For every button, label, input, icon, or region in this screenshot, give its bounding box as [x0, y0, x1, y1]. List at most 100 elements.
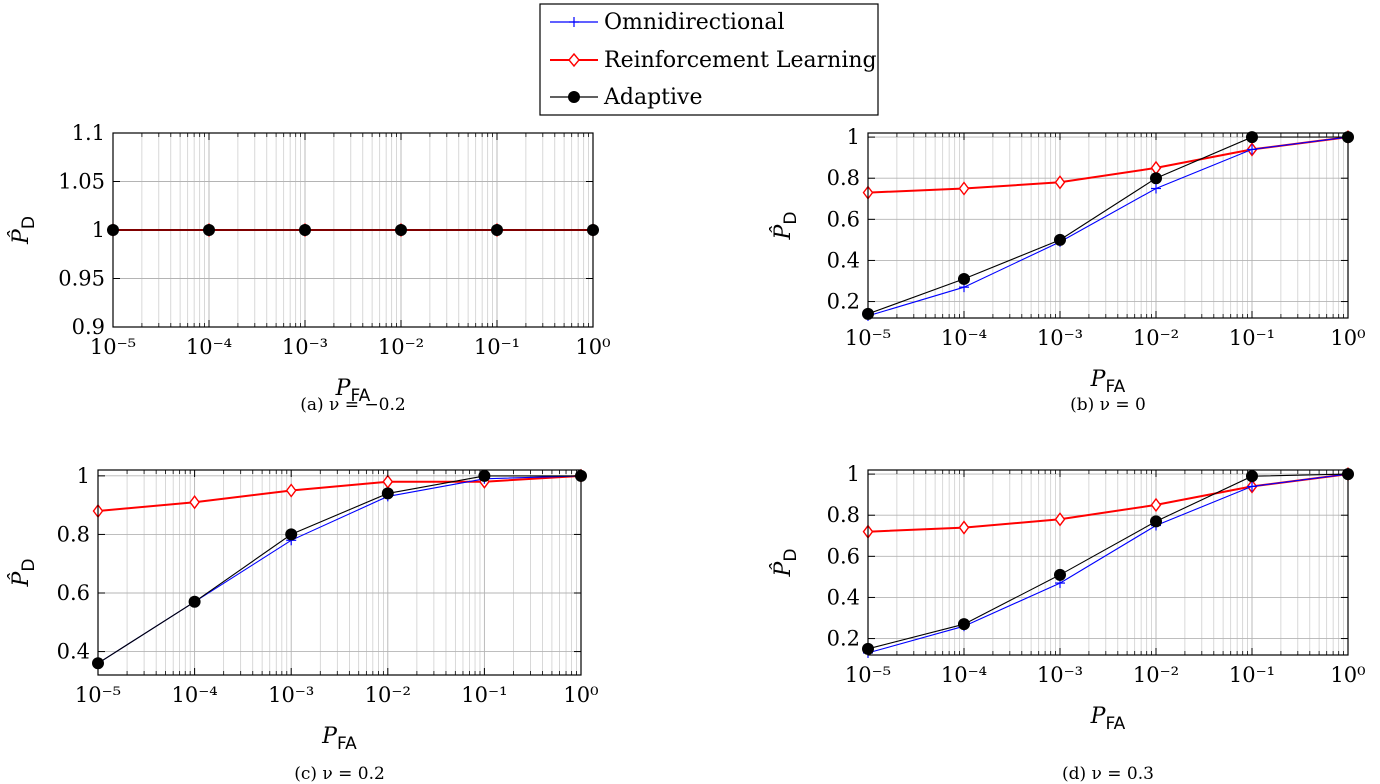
subplot-d: 10⁻⁵ 10⁻⁴ 10⁻³ 10⁻² 10⁻¹ 10⁰0.20.40.60.81PFAP…	[770, 462, 1366, 784]
legend-entry-adaptive: Adaptive	[550, 85, 703, 110]
series-line	[867, 473, 1349, 650]
x-tick-label: 10⁻¹	[474, 335, 520, 359]
x-axis-label-subscript: FA	[337, 734, 357, 754]
axes-frame	[867, 469, 1349, 656]
x-axis-label-main: P	[335, 376, 352, 401]
y-tick-label: 0.95	[58, 267, 105, 291]
x-axis-label-subscript: FA	[1105, 714, 1125, 734]
y-axis-label-main: P̂	[770, 560, 796, 577]
y-tick-label: 0.8	[827, 166, 860, 190]
y-tick-label: 1	[77, 464, 90, 488]
data-point-diamond	[382, 474, 394, 489]
subplot-caption: (d) ν = 0.3	[1062, 764, 1154, 784]
data-point-circle	[958, 272, 970, 285]
x-tick-label: 10⁻³	[268, 683, 314, 707]
y-axis-label-main: P̂	[8, 570, 34, 587]
data-point-circle	[1054, 568, 1066, 581]
legend-entry-reinforcement-learning: Reinforcement Learning	[550, 48, 877, 73]
legend-marker-plus	[569, 17, 579, 27]
x-tick-label: 10⁻⁴	[941, 663, 987, 687]
data-point-plus	[1151, 183, 1161, 194]
subplot-caption: (b) ν = 0	[1070, 395, 1146, 415]
series-line	[867, 473, 1349, 533]
y-axis-label: P̂D	[8, 216, 39, 245]
legend-marker-diamond	[568, 52, 580, 68]
data-point-plus	[1247, 481, 1257, 492]
x-tick-label: 10⁻¹	[1229, 663, 1275, 687]
x-tick-label: 10⁻¹	[461, 683, 507, 707]
data-point-diamond	[958, 520, 970, 535]
y-tick-label: 0.6	[57, 581, 90, 605]
grid	[97, 470, 582, 675]
data-point-plus	[1247, 144, 1257, 155]
y-tick-label: 0.8	[57, 522, 90, 546]
x-axis-label: PFA	[1090, 704, 1126, 734]
x-tick-label: 10⁻²	[1133, 663, 1179, 687]
data-point-diamond	[958, 181, 970, 196]
series-adaptive	[862, 468, 1354, 655]
x-tick-label: 10⁻³	[1037, 326, 1083, 350]
data-point-diamond	[1150, 160, 1162, 176]
subplot-caption: (a) ν = −0.2	[300, 395, 405, 415]
x-tick-label: 10⁻⁵	[90, 335, 136, 359]
series-omnidirectional	[93, 470, 586, 669]
series-adaptive	[107, 224, 599, 236]
y-tick-label: 1.05	[58, 170, 105, 194]
x-tick-label: 10⁻²	[365, 683, 411, 707]
series-omnidirectional	[863, 469, 1353, 658]
x-axis-label-subscript: FA	[350, 386, 370, 406]
x-tick-label: 10⁻⁵	[75, 683, 121, 707]
grid	[867, 133, 1349, 318]
series-line	[97, 475, 581, 664]
x-tick-label: 10⁻⁴	[171, 683, 217, 707]
x-axis-label-subscript: FA	[1105, 377, 1125, 397]
ticks	[112, 132, 594, 328]
y-tick-label: 1	[92, 218, 105, 242]
data-point-circle	[1150, 172, 1162, 185]
x-tick-label: 10⁻¹	[1229, 326, 1275, 350]
ticks	[97, 470, 582, 675]
series-line	[867, 136, 1349, 194]
legend-label-adaptive: Adaptive	[603, 85, 703, 110]
axes-frame	[867, 132, 1349, 319]
y-axis-label-subscript: D	[781, 549, 801, 562]
subplot-c: 10⁻⁵ 10⁻⁴ 10⁻³ 10⁻² 10⁻¹ 10⁰ 0.4 0.6 0.8 1 PFA P̂D (…	[8, 464, 599, 784]
series-adaptive	[862, 131, 1354, 320]
y-axis-label: P̂D	[770, 212, 801, 241]
data-point-diamond	[285, 483, 297, 498]
x-tick-label: 10⁰	[1330, 663, 1365, 687]
y-axis-label: P̂D	[8, 559, 39, 588]
y-tick-label: 0.2	[827, 627, 860, 651]
x-tick-label: 10⁰	[575, 335, 610, 359]
data-point-circle	[203, 224, 215, 236]
x-axis-label-main: P	[1090, 704, 1107, 729]
x-tick-label: 10⁻⁴	[941, 326, 987, 350]
x-tick-label: 10⁻²	[378, 335, 424, 359]
y-tick-label: 0.4	[827, 585, 860, 609]
data-point-diamond	[1054, 512, 1066, 527]
y-axis-label: P̂D	[770, 549, 801, 578]
y-tick-label: 0.6	[827, 207, 860, 231]
data-point-circle	[1150, 515, 1162, 528]
legend-entry-omnidirectional: Omnidirectional	[550, 10, 785, 35]
x-tick-label: 10⁻³	[282, 335, 328, 359]
grid	[867, 470, 1349, 655]
series-line	[867, 136, 1349, 317]
y-tick-label: 0.9	[72, 315, 105, 339]
x-tick-label: 10⁻⁴	[186, 335, 232, 359]
data-point-circle	[299, 224, 311, 236]
ticks	[867, 133, 1349, 318]
y-tick-label: 0.4	[57, 640, 90, 664]
y-tick-label: 1	[847, 125, 860, 149]
series-line	[97, 474, 582, 512]
series-reinforcement-learning	[92, 468, 587, 519]
x-axis-label: PFA	[335, 376, 371, 406]
data-point-circle	[1054, 233, 1066, 246]
data-point-circle	[958, 618, 970, 631]
series-reinforcement-learning	[862, 466, 1354, 539]
subplot-b: 10⁻⁵ 10⁻⁴ 10⁻³ 10⁻² 10⁻¹ 10⁰0.20.40.60.81PFAP…	[770, 125, 1366, 415]
legend-label-omnidirectional: Omnidirectional	[604, 10, 785, 35]
x-axis-label: PFA	[321, 724, 357, 754]
subplot-panels: 10⁻⁵ 10⁻⁴ 10⁻³ 10⁻² 10⁻¹ 10⁰0.90.9511.051.1PF…	[8, 121, 1366, 784]
